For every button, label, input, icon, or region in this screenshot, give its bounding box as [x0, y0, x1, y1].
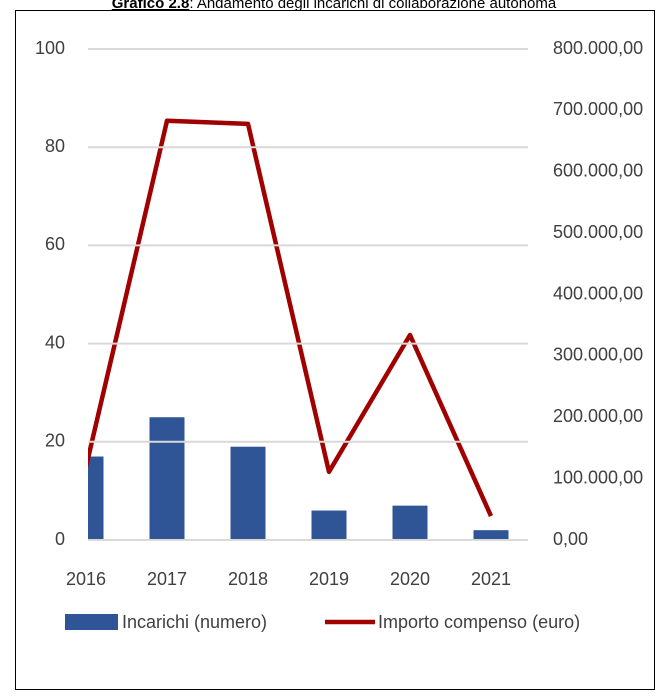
x-tick-label: 2018 [228, 569, 268, 589]
legend-item: Importo compenso (euro) [325, 612, 580, 632]
y-tick-label: 0 [55, 529, 65, 549]
x-tick-label: 2021 [471, 569, 511, 589]
x-tick-label: 2019 [309, 569, 349, 589]
x-tick-label: 2016 [66, 569, 106, 589]
y2-tick-label: 0,00 [553, 529, 588, 549]
legend-label: Incarichi (numero) [122, 612, 267, 632]
legend-swatch [65, 614, 118, 630]
x-tick-label: 2020 [390, 569, 430, 589]
y2-tick-label: 800.000,00 [553, 38, 643, 58]
frame [15, 10, 655, 690]
title-label: Grafico 2.8 [112, 0, 190, 12]
y2-tick-label: 100.000,00 [553, 467, 643, 487]
legend-label: Importo compenso (euro) [378, 612, 580, 632]
y-tick-label: 40 [45, 332, 65, 352]
line [88, 118, 494, 517]
bar [149, 417, 185, 540]
chart-title: Grafico 2.8: Andamento degli incarichi d… [112, 0, 557, 12]
y-tick-label: 20 [45, 431, 65, 451]
y-tick-label: 100 [35, 38, 65, 58]
y2-tick-label: 400.000,00 [553, 283, 643, 303]
y2-tick-label: 500.000,00 [553, 222, 643, 242]
y2-tick-label: 600.000,00 [553, 161, 643, 181]
bar [311, 510, 347, 540]
y2-tick-label: 200.000,00 [553, 406, 643, 426]
y-tick-label: 80 [45, 136, 65, 156]
bar [230, 446, 266, 540]
y2-tick-label: 300.000,00 [553, 345, 643, 365]
plot-area [88, 118, 509, 540]
x-tick-label: 2017 [147, 569, 187, 589]
bar [473, 530, 509, 540]
y-tick-label: 60 [45, 234, 65, 254]
bar [88, 456, 104, 540]
bar [392, 505, 428, 540]
y2-tick-label: 700.000,00 [553, 99, 643, 119]
title-text: : Andamento degli incarichi di collabora… [189, 0, 557, 12]
legend-item: Incarichi (numero) [65, 612, 267, 632]
